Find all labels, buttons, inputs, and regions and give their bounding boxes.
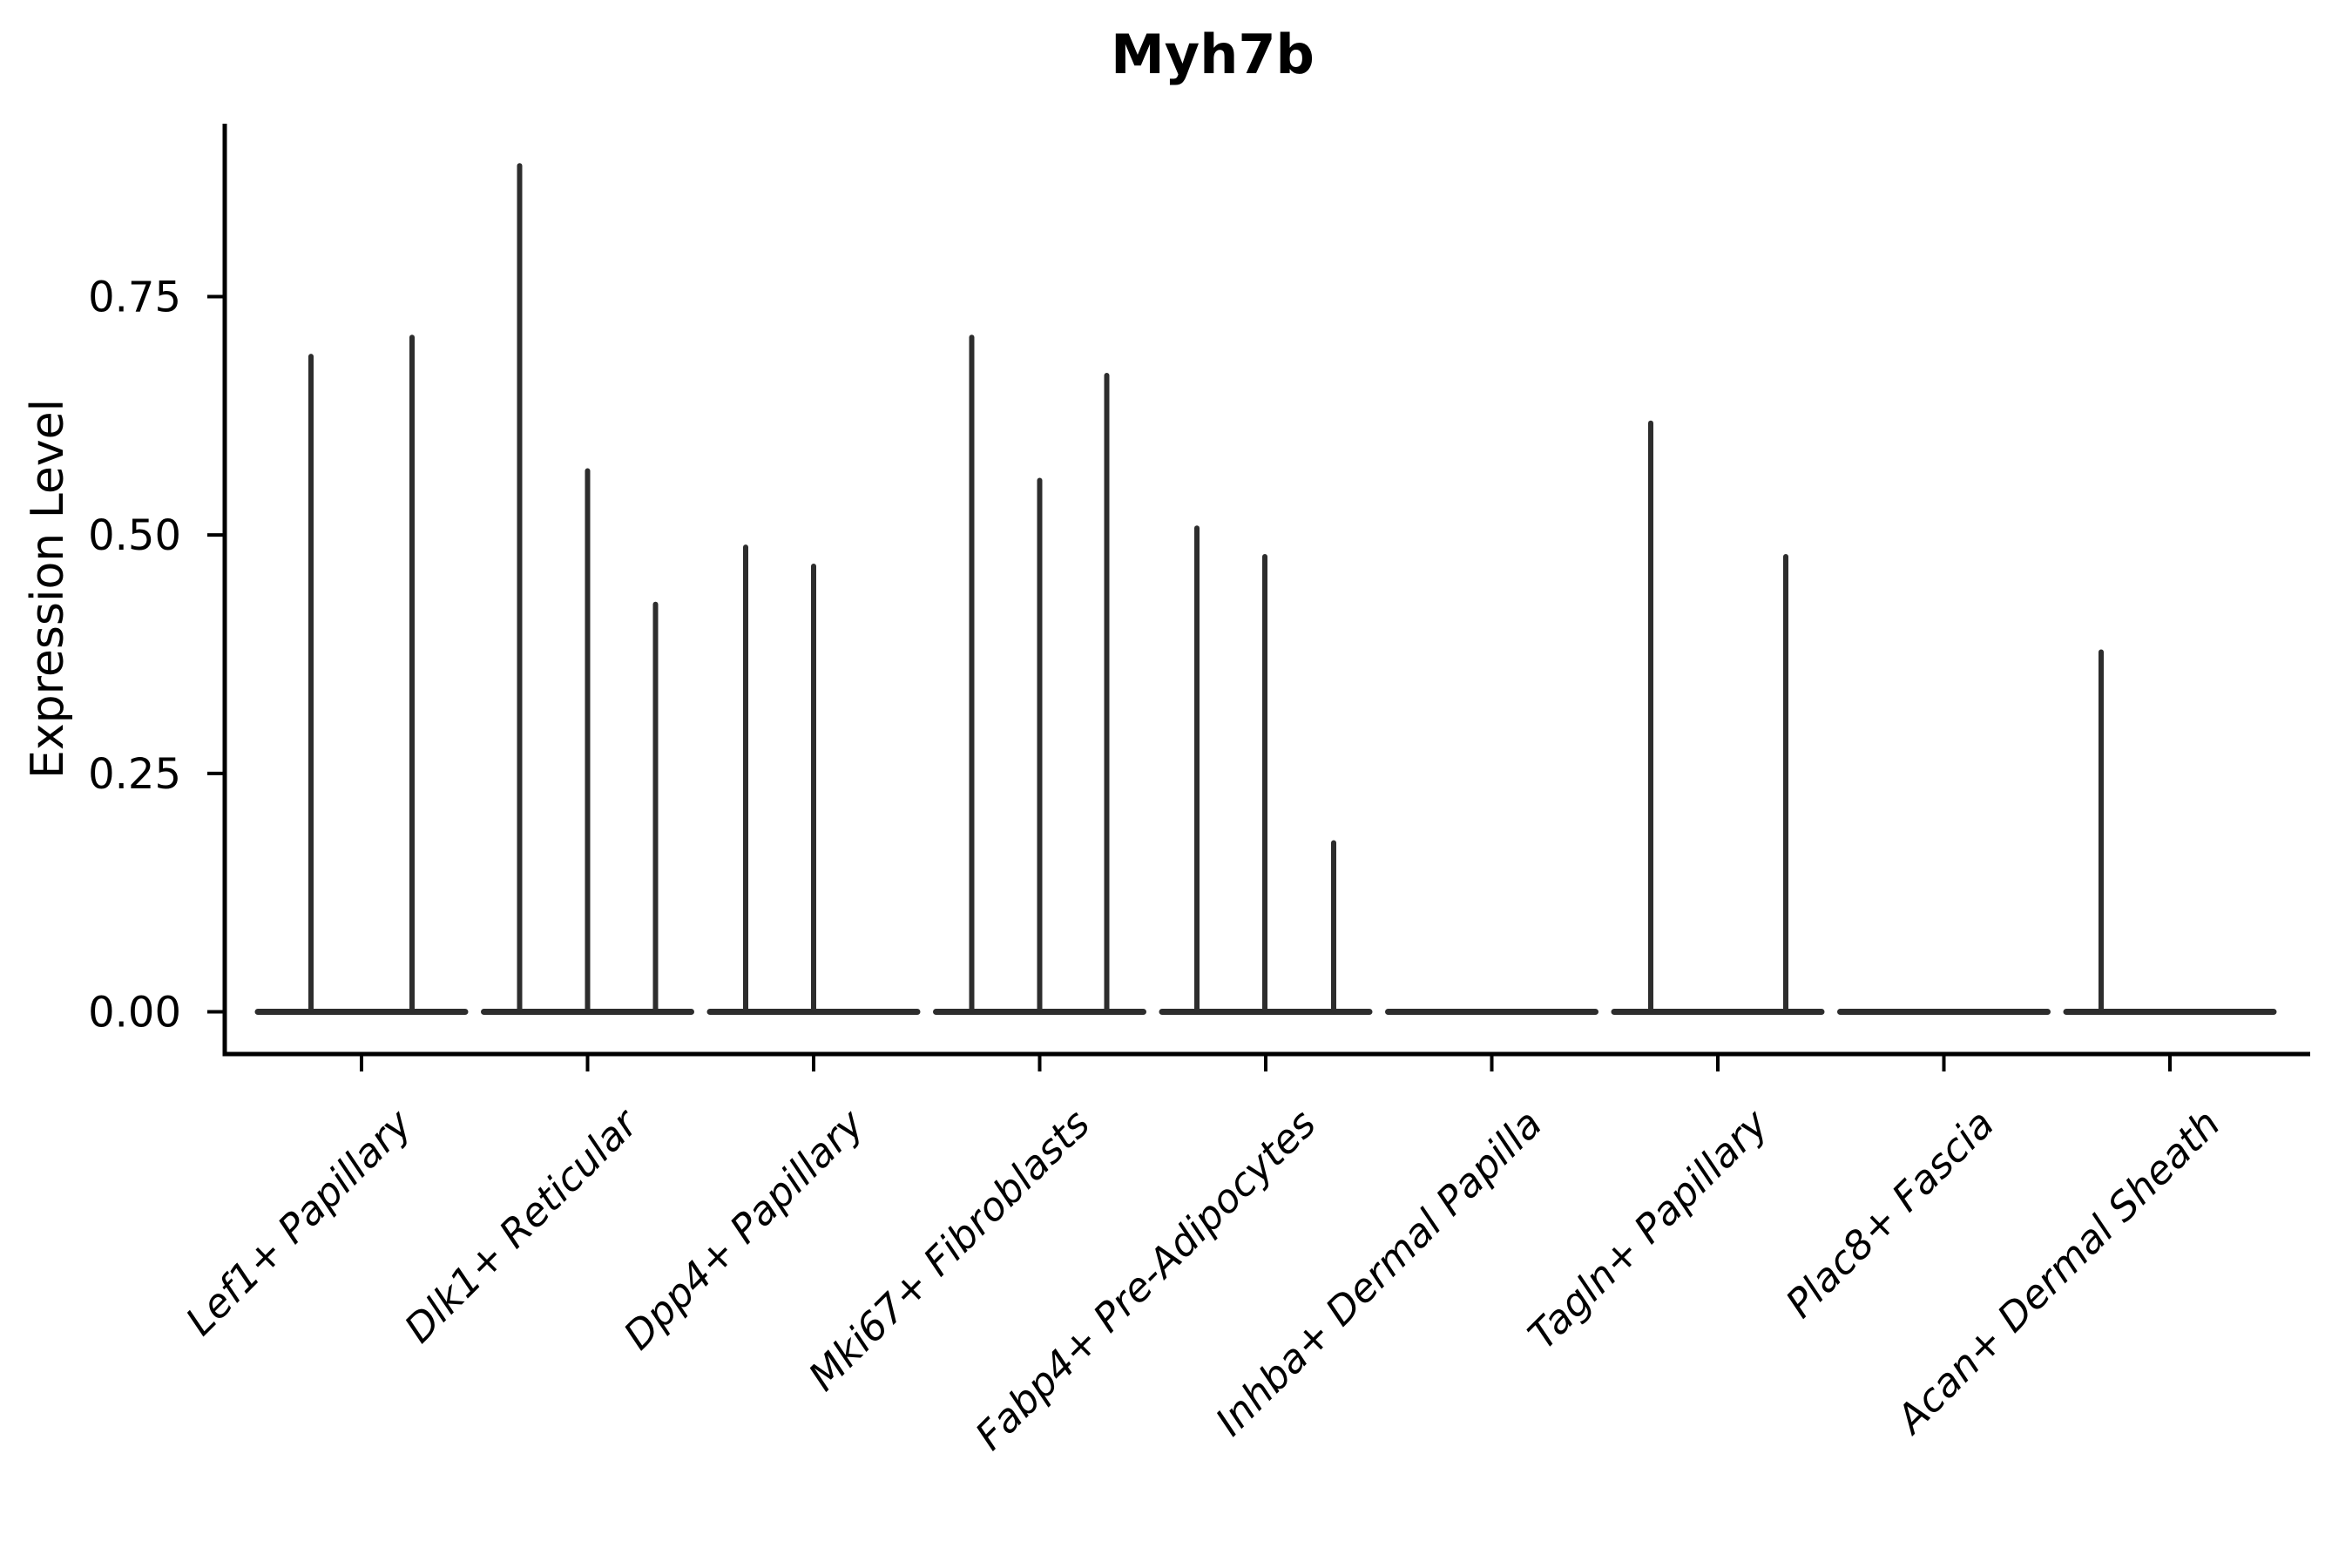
x-tick-label: Tagln+ Papillary (1519, 1099, 1778, 1358)
x-tick-label: Lef1+ Papillary (177, 1099, 422, 1344)
x-tick-label: Dpp4+ Papillary (615, 1099, 874, 1358)
plot-title: Myh7b (1111, 23, 1315, 86)
y-tick-label: 0.25 (88, 750, 181, 799)
x-tick-label: Dlk1+ Reticular (395, 1099, 648, 1352)
y-tick-label: 0.75 (88, 273, 181, 321)
x-tick-label: Plac8+ Fascia (1777, 1100, 2004, 1327)
y-tick-label: 0.50 (88, 511, 181, 560)
y-tick-label: 0.00 (88, 989, 181, 1037)
